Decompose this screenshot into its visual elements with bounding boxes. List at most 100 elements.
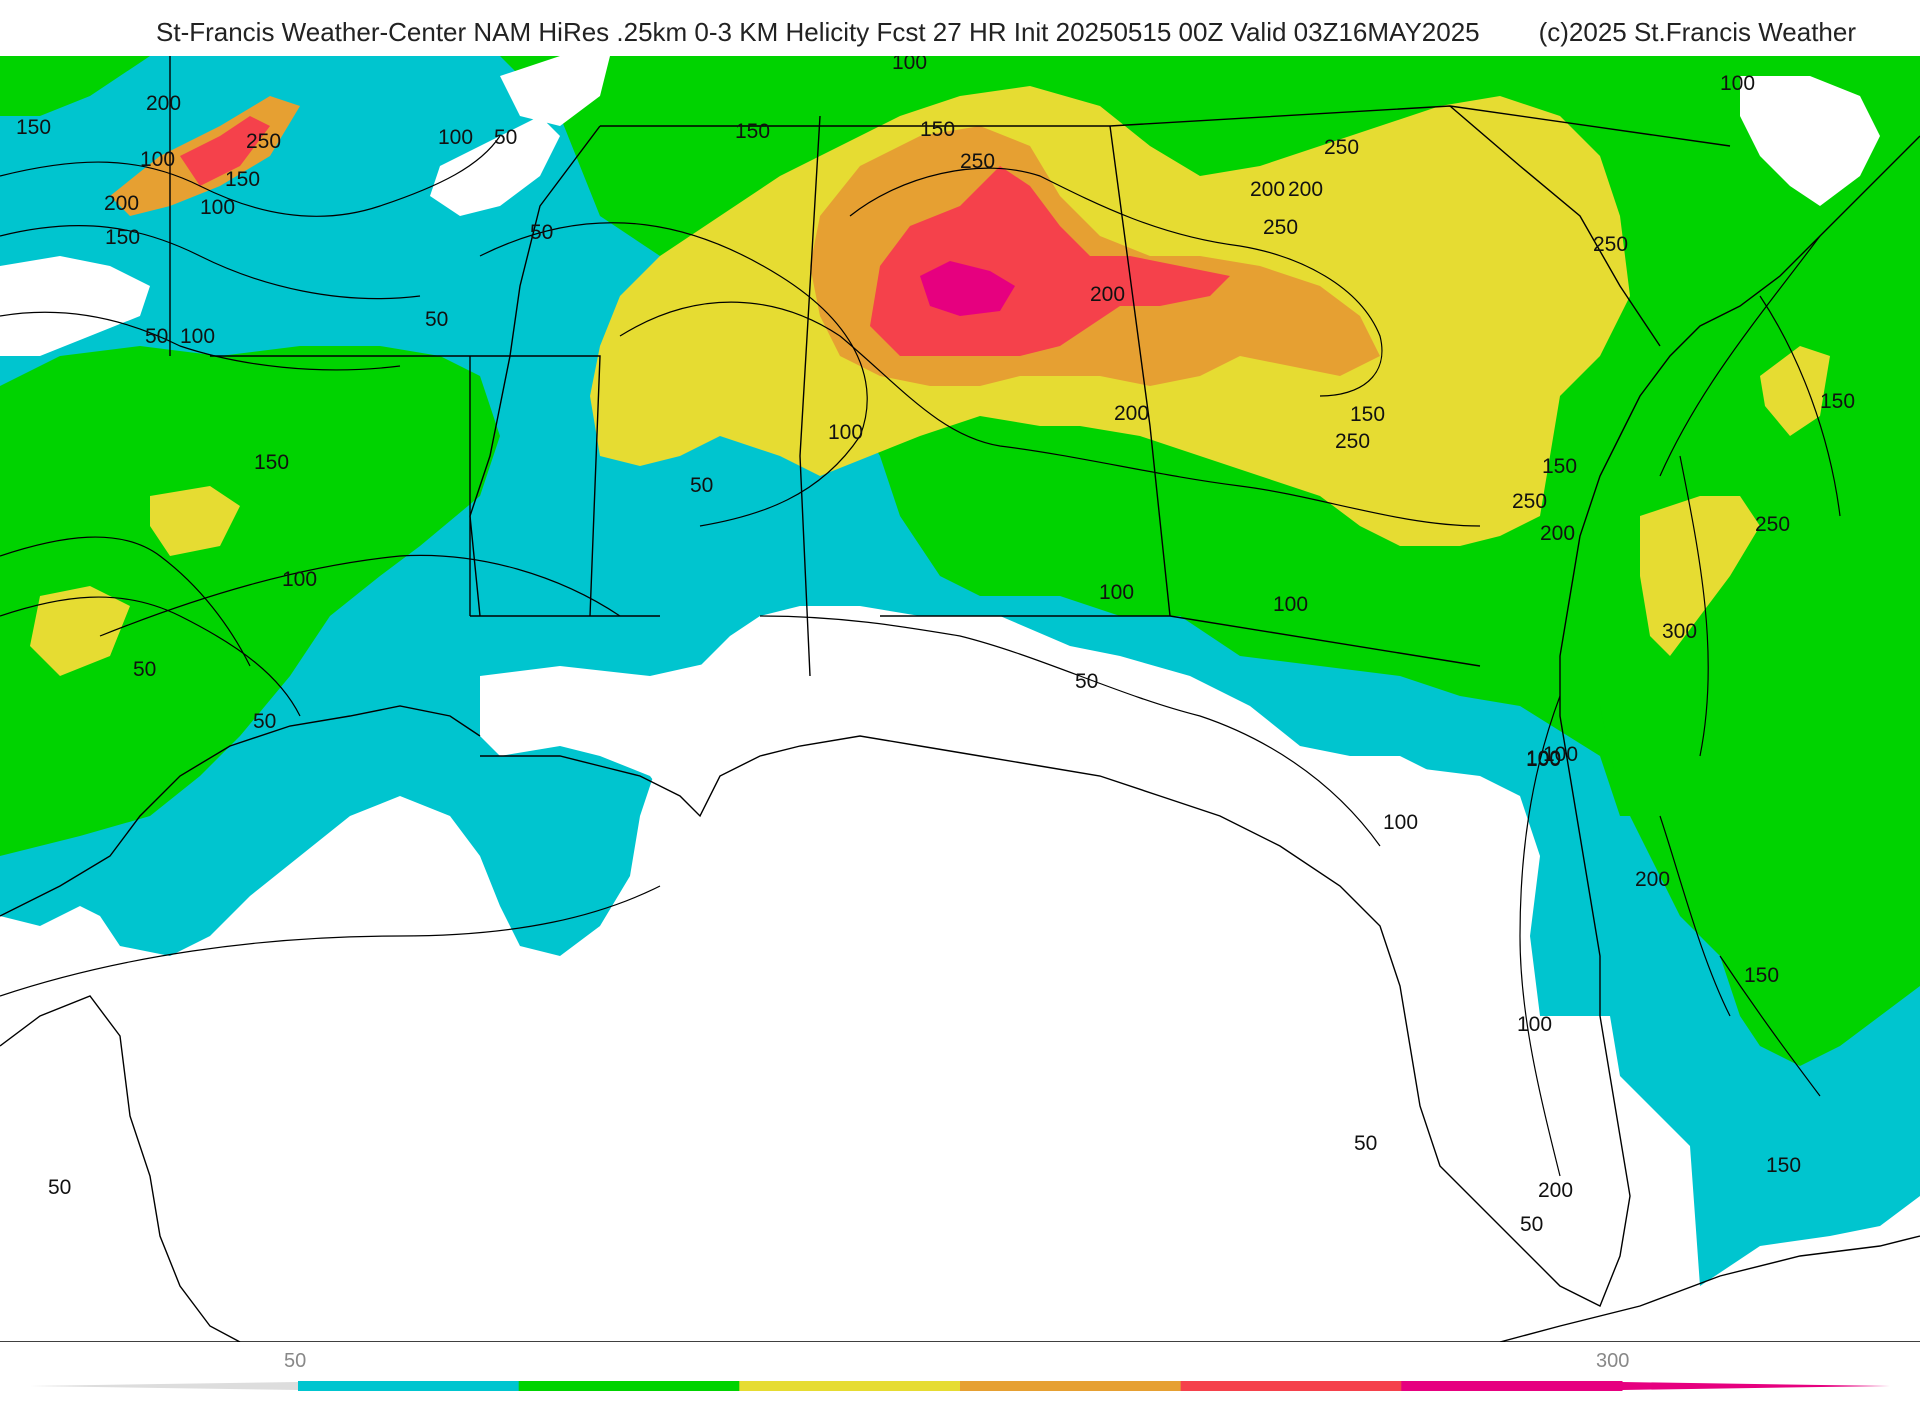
helicity-land-white-ne: [1740, 76, 1880, 206]
contour-label: 100: [1383, 811, 1418, 834]
contour-label: 100: [1273, 593, 1308, 616]
contour-label: 50: [690, 474, 713, 497]
contour-label: 100: [1543, 743, 1578, 766]
colorbar-label-low: 50: [284, 1350, 307, 1372]
helicity-band-yellow-east: [1640, 496, 1760, 656]
contour-100-north: [479, 222, 868, 527]
colorbar-swatch: [1401, 1381, 1623, 1391]
contour-label: 200: [1288, 178, 1323, 201]
chart-header: St-Francis Weather-Center NAM HiRes .25k…: [0, 0, 1920, 56]
contour-label: 100: [140, 148, 175, 171]
contour-150-north: [619, 301, 1481, 527]
helicity-band-magenta: [920, 261, 1015, 316]
contour-100-nw: [0, 135, 501, 218]
contour-label: 100: [438, 126, 473, 149]
contour-150-west: [0, 536, 251, 667]
helicity-contour-lines: [0, 135, 1841, 1177]
coastline: [480, 135, 1920, 1307]
helicity-band-green-west: [0, 346, 500, 856]
contour-label: 100: [892, 56, 927, 74]
contour-label: 50: [133, 658, 156, 681]
helicity-fill-layers: [0, 56, 1920, 1306]
state-boundaries: [0, 56, 1920, 1342]
contour-label: 50: [530, 221, 553, 244]
colorbar: 50 300: [0, 1342, 1920, 1400]
colorbar-swatch: [298, 1381, 520, 1391]
contour-label: 150: [1350, 403, 1385, 426]
contour-label: 200: [1250, 178, 1285, 201]
contour-label: 150: [225, 168, 260, 191]
contour-label: 50: [145, 325, 168, 348]
contour-label: 100: [1526, 747, 1561, 770]
contour-100-east: [1519, 695, 1561, 1177]
contour-label: 100: [1517, 1013, 1552, 1036]
state-line-ga-sc: [1449, 105, 1661, 347]
contour-200-east: [1659, 235, 1821, 1017]
state-line-al-ga: [1109, 125, 1171, 617]
state-line-fl-north: [470, 615, 1481, 667]
contour-200-north: [849, 167, 1383, 397]
contour-label: 100: [1099, 581, 1134, 604]
contour-label: 100: [180, 325, 215, 348]
contour-label: 150: [735, 120, 770, 143]
contour-label: 200: [1090, 283, 1125, 306]
contour-label: 50: [48, 1176, 71, 1199]
contour-label: 150: [16, 116, 51, 139]
contour-label: 250: [246, 130, 281, 153]
contour-label: 100: [282, 568, 317, 591]
chart-title: St-Francis Weather-Center NAM HiRes .25k…: [156, 17, 1480, 47]
contour-label: 50: [425, 308, 448, 331]
contour-label: 250: [1263, 216, 1298, 239]
contour-label: 250: [960, 150, 995, 173]
helicity-land-white-nw: [0, 56, 610, 356]
contour-label: 150: [1542, 455, 1577, 478]
helicity-band-yellow-east2: [1760, 346, 1830, 436]
coastline-yucatan: [1499, 1235, 1920, 1342]
colorbar-swatch: [739, 1381, 961, 1391]
contour-label: 200: [1635, 868, 1670, 891]
contour-label: 150: [254, 451, 289, 474]
colorbar-swatch: [1180, 1381, 1402, 1391]
contour-label: 50: [494, 126, 517, 149]
contour-50-nw: [0, 311, 401, 371]
contour-label: 250: [1755, 513, 1790, 536]
contour-label: 50: [253, 710, 276, 733]
contour-label: 200: [1114, 402, 1149, 425]
contour-label: 200: [1538, 1179, 1573, 1202]
colorbar-low-triangle: [30, 1382, 298, 1390]
contour-label: 250: [1335, 430, 1370, 453]
colorbar-svg: [30, 1381, 1890, 1391]
contour-150-nw: [0, 225, 421, 300]
helicity-band-green-east: [1560, 116, 1920, 1066]
helicity-band-yellow-west: [30, 486, 240, 676]
contour-label: 150: [1766, 1154, 1801, 1177]
colorbar-swatches: [298, 1381, 1623, 1391]
copyright-text: (c)2025 St.Francis Weather: [1538, 17, 1856, 47]
colorbar-swatch: [960, 1381, 1182, 1391]
contour-label: 150: [105, 226, 140, 249]
contour-label: 300: [1662, 620, 1697, 643]
colorbar-label-high: 300: [1596, 1350, 1630, 1372]
contour-label: 100: [200, 196, 235, 219]
contour-label: 100: [828, 421, 863, 444]
contour-50-gulf: [0, 554, 661, 997]
contour-label: 100: [1720, 72, 1755, 95]
river-mississippi: [469, 125, 601, 617]
state-line-ms-la: [210, 355, 601, 617]
contour-label: 250: [1512, 490, 1547, 513]
contour-50-south: [759, 615, 1381, 847]
colorbar-swatch: [518, 1381, 740, 1391]
helicity-band-red-nw: [180, 116, 270, 186]
state-line-tn: [600, 105, 1731, 147]
contour-100-west: [0, 596, 301, 717]
coastline-texas: [0, 705, 481, 917]
contour-label: 50: [1075, 670, 1098, 693]
contour-label: 200: [104, 192, 139, 215]
state-line-ms-al: [799, 115, 821, 677]
contour-250-east: [1759, 295, 1841, 517]
contour-150-east: [1679, 455, 1821, 1097]
contour-label: 150: [920, 118, 955, 141]
contour-label: 50: [1354, 1132, 1377, 1155]
helicity-land-white: [480, 636, 1620, 1306]
